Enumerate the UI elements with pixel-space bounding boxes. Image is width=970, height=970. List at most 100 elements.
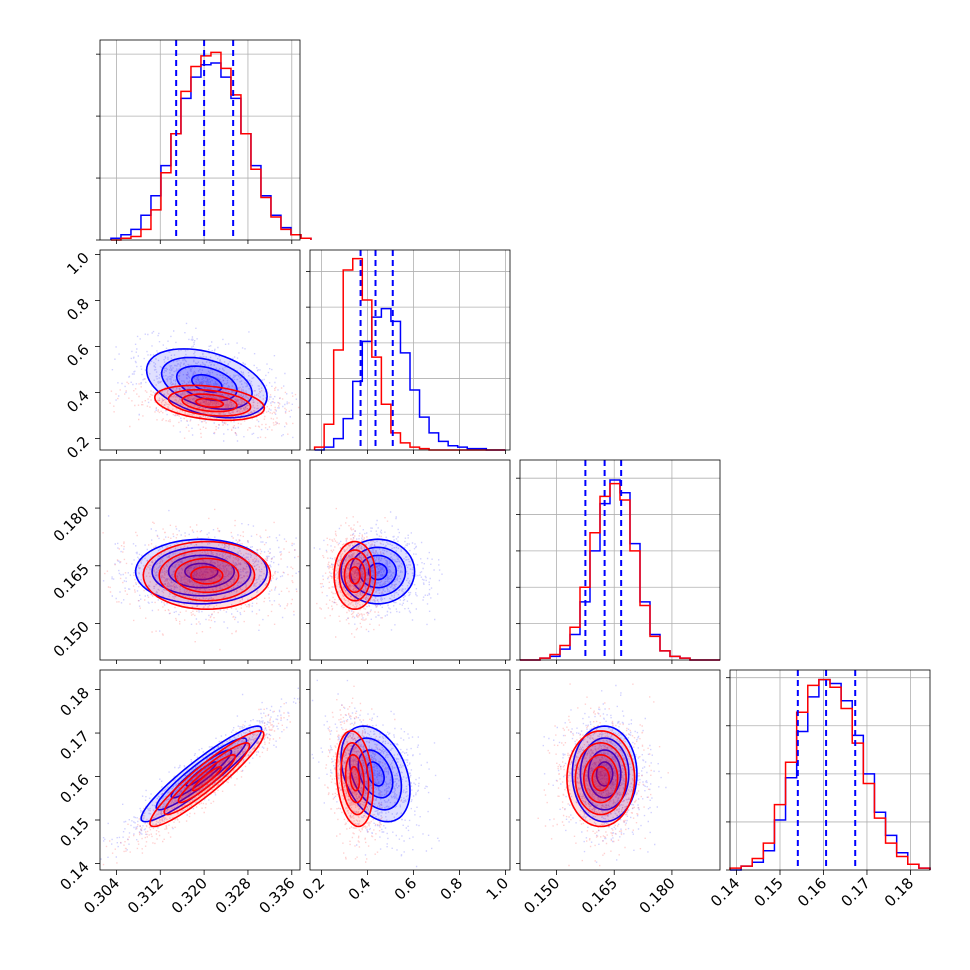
contour-blue (366, 761, 385, 787)
scatter-points-blue (542, 684, 667, 863)
scatter-panel-2-0 (99, 459, 301, 661)
contour-blue (184, 562, 219, 581)
hist-step-red (520, 482, 720, 661)
contour-red (181, 393, 238, 413)
y-tick-label-1-0: 0.2 (63, 433, 93, 463)
scatter-frame (99, 249, 301, 451)
density-fill-red (143, 541, 271, 610)
hist-panel-1 (306, 249, 511, 451)
density-fill-blue (358, 750, 393, 798)
scatter-frame (99, 669, 301, 871)
hist-panel-2 (516, 459, 721, 661)
hist-step-blue (520, 479, 720, 661)
x-tick-label-3-0: 0.14 (707, 874, 743, 910)
density-fill-red (583, 754, 618, 803)
contour-red (591, 765, 610, 792)
contour-red (349, 765, 361, 792)
panels-group: 0.304 0.312 0.320 0.328 0.336 0.2 0.4 0.6 0.8 1.0… (50, 39, 931, 917)
x-tick-label-0-4: 0.336 (256, 874, 299, 917)
y-tick-label-2-1: 0.165 (50, 560, 93, 603)
hist-step-blue (314, 307, 506, 451)
x-tick-label-0-2: 0.320 (168, 874, 211, 917)
density-fill-blue (152, 547, 251, 596)
contour-red (190, 566, 224, 585)
y-tick-label-2-0: 0.150 (50, 618, 93, 661)
contour-red (191, 765, 222, 792)
contour-red (582, 753, 619, 804)
hist-frame (729, 669, 931, 871)
y-tick-label-3-2: 0.16 (56, 771, 92, 807)
scatter-panel-3-2 (519, 669, 721, 871)
contour-red (142, 540, 272, 611)
density-fill-red (344, 558, 366, 593)
density-fill-blue (146, 348, 268, 418)
scatter-frame (309, 459, 511, 661)
contour-red (174, 557, 240, 594)
x-tick-label-0-3: 0.328 (212, 874, 255, 917)
contour-blue (160, 356, 253, 411)
density-fill-red (349, 566, 360, 584)
contour-red (338, 549, 372, 602)
y-tick-label-3-1: 0.15 (56, 814, 92, 850)
x-tick-label-3-3: 0.17 (837, 874, 873, 910)
scatter-points-blue (310, 511, 443, 633)
contour-red (340, 741, 370, 816)
contour-blue (587, 749, 622, 799)
density-fill-blue (161, 357, 253, 410)
scatter-points-blue (100, 687, 300, 860)
density-fill-red (159, 550, 255, 601)
scatter-frame (309, 669, 511, 871)
scatter-points-red (316, 507, 397, 638)
density-fill-red (168, 389, 251, 416)
hist-step-red (729, 678, 931, 870)
contour-red (574, 741, 628, 816)
x-tick-label-1-3: 0.8 (437, 874, 467, 904)
x-tick-label-2-2: 0.180 (636, 874, 679, 917)
x-tick-label-1-0: 0.2 (299, 874, 329, 904)
contour-blue (140, 725, 263, 823)
contour-red (566, 730, 636, 828)
contour-red (348, 566, 361, 585)
y-tick-label-3-4: 0.18 (56, 684, 92, 720)
contour-blue (367, 562, 388, 581)
contour-red (335, 730, 375, 828)
density-fill-red (592, 766, 610, 791)
x-tick-label-1-2: 0.6 (391, 874, 421, 904)
x-tick-label-0-0: 0.304 (80, 874, 123, 917)
contour-red (153, 384, 266, 422)
density-fill-blue (341, 726, 410, 822)
contour-blue (145, 348, 268, 419)
contour-red (163, 741, 251, 816)
contour-red (158, 549, 256, 602)
contour-blue (340, 725, 411, 823)
density-fill-blue (341, 539, 415, 604)
x-tick-label-2-0: 0.150 (520, 874, 563, 917)
y-tick-label-3-0: 0.14 (56, 858, 92, 894)
x-tick-label-3-4: 0.18 (881, 874, 917, 910)
contour-red (167, 389, 252, 417)
x-tick-label-1-1: 0.4 (345, 874, 375, 904)
x-tick-label-2-1: 0.165 (578, 874, 621, 917)
x-tick-label-0-1: 0.312 (124, 874, 167, 917)
density-fill-red (350, 766, 360, 791)
hist-frame (99, 39, 301, 241)
contour-red (333, 540, 377, 611)
hist-step-blue (730, 678, 931, 871)
scatter-frame (99, 459, 301, 661)
scatter-points-blue (111, 322, 298, 442)
hist-step-blue (110, 62, 312, 240)
contour-blue (571, 725, 638, 823)
density-fill-red (175, 558, 239, 593)
contour-blue (579, 737, 630, 811)
y-tick-label-3-3: 0.17 (56, 727, 92, 763)
density-fill-red (336, 730, 374, 827)
contour-red (344, 753, 365, 804)
y-tick-label-1-1: 0.4 (63, 387, 93, 417)
y-tick-label-2-2: 0.180 (50, 502, 93, 545)
scatter-panel-1-0 (99, 249, 301, 451)
y-tick-label-1-3: 0.8 (63, 295, 93, 325)
density-fill-red (191, 566, 223, 584)
density-fill-red (182, 394, 237, 412)
contour-blue (348, 737, 403, 811)
